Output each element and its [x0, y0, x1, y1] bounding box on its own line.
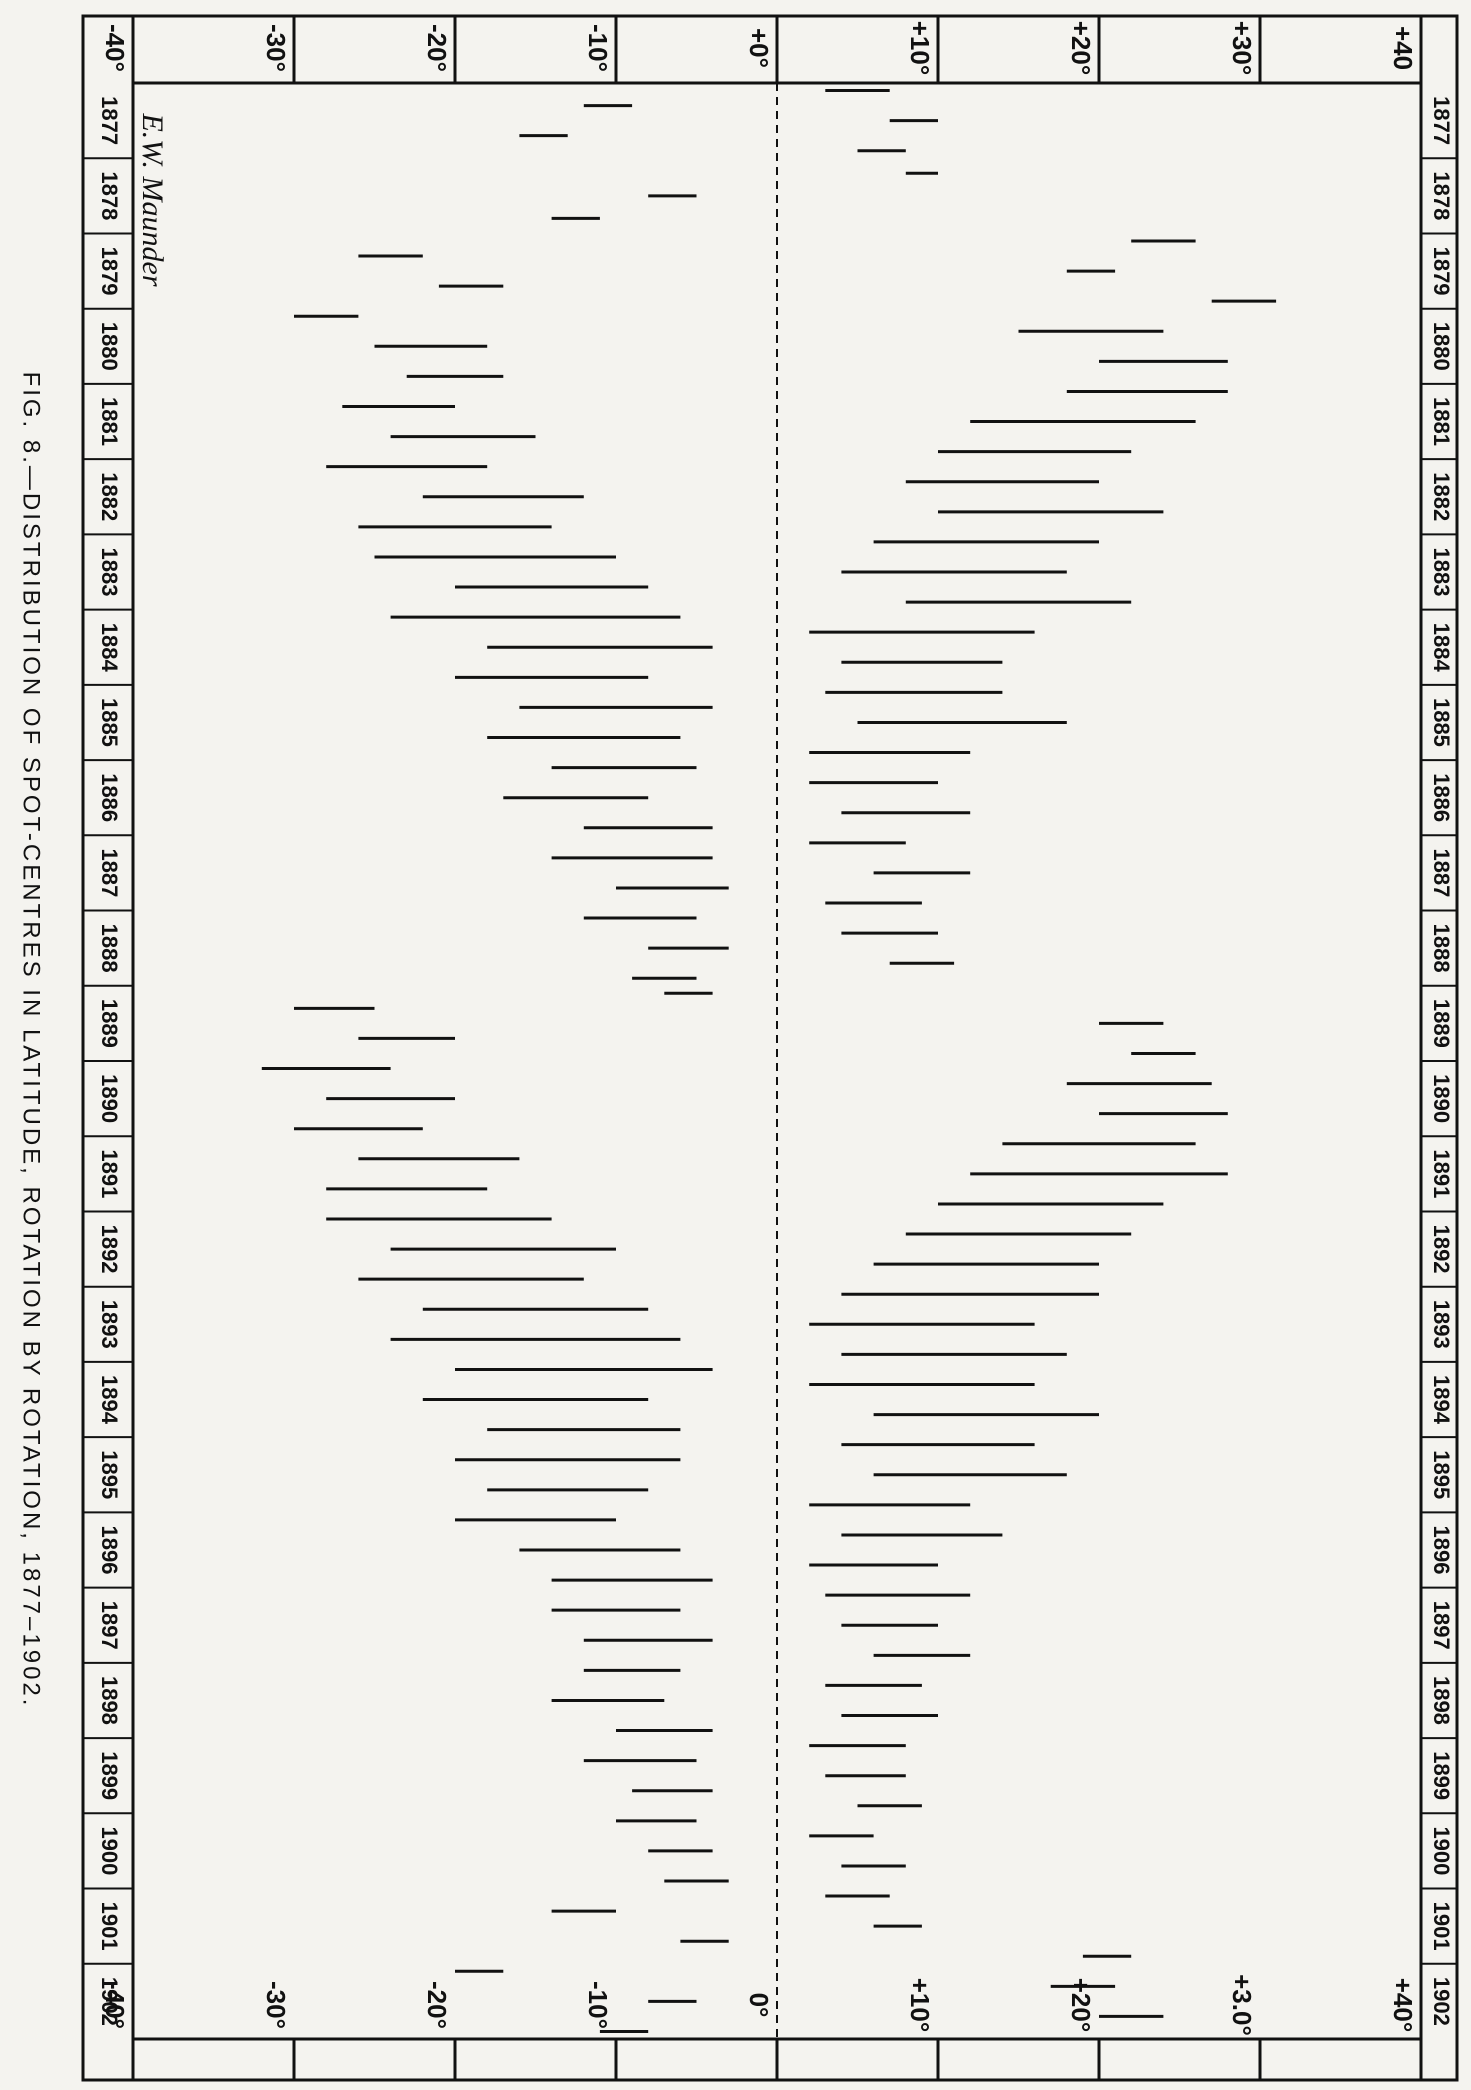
x-tick-label: 1897 — [97, 1601, 122, 1650]
y2-tick-label: -10° — [583, 1981, 613, 2029]
x-tick-label: 1902 — [97, 1977, 122, 2026]
y2-tick-label: 0° — [744, 1993, 774, 2018]
x-tick-label: 1892 — [97, 1225, 122, 1274]
x-tick-label: 1893 — [1429, 1300, 1454, 1349]
x-tick-label: 1894 — [1429, 1375, 1454, 1425]
x-tick-label: 1899 — [1429, 1751, 1454, 1800]
y-tick-label: -40° — [100, 24, 130, 72]
x-tick-label: 1880 — [1429, 322, 1454, 371]
x-tick-label: 1887 — [97, 848, 122, 897]
x-tick-label: 1900 — [97, 1826, 122, 1875]
x-tick-label: 1884 — [1429, 623, 1454, 673]
plot-frame — [131, 81, 1423, 2041]
x-tick-label: 1882 — [97, 472, 122, 521]
x-tick-label: 1898 — [1429, 1676, 1454, 1725]
x-tick-label: 1877 — [1429, 96, 1454, 145]
y2-tick-label: +10° — [905, 1978, 935, 2033]
y-tick-label: +30° — [1227, 21, 1257, 76]
y-tick-label: +0° — [744, 28, 774, 68]
x-tick-label: 1881 — [1429, 397, 1454, 446]
x-tick-label: 1888 — [97, 924, 122, 973]
x-tick-label: 1881 — [97, 397, 122, 446]
x-tick-label: 1895 — [1429, 1450, 1454, 1499]
x-tick-label: 1887 — [1429, 848, 1454, 897]
x-tick-label: 1897 — [1429, 1601, 1454, 1650]
x-tick-label: 1877 — [97, 96, 122, 145]
x-tick-label: 1878 — [97, 171, 122, 220]
x-tick-label: 1890 — [1429, 1074, 1454, 1123]
x-tick-label: 1886 — [1429, 773, 1454, 822]
x-tick-label: 1885 — [97, 698, 122, 747]
x-tick-label: 1895 — [97, 1450, 122, 1499]
x-tick-label: 1882 — [1429, 472, 1454, 521]
x-tick-label: 1890 — [97, 1074, 122, 1123]
caption: FIG. 8.—DISTRIBUTION OF SPOT-CENTRES IN … — [18, 372, 45, 1709]
x-tick-label: 1888 — [1429, 924, 1454, 973]
x-tick-label: 1879 — [1429, 247, 1454, 296]
y2-tick-label: -20° — [422, 1981, 452, 2029]
x-tick-label: 1883 — [97, 548, 122, 597]
y-tick-label: +20° — [1066, 21, 1096, 76]
x-tick-label: 1896 — [1429, 1526, 1454, 1575]
x-tick-label: 1883 — [1429, 548, 1454, 597]
y-tick-label: +40 — [1388, 26, 1418, 70]
frame — [81, 14, 1459, 2082]
x-tick-label: 1896 — [97, 1526, 122, 1575]
y2-tick-label: +3.0° — [1227, 1974, 1257, 2036]
y-tick-label: -30° — [261, 24, 291, 72]
x-tick-label: 1885 — [1429, 698, 1454, 747]
y-tick-label: -20° — [422, 24, 452, 72]
x-tick-label: 1902 — [1429, 1977, 1454, 2026]
x-tick-label: 1884 — [97, 623, 122, 673]
x-tick-label: 1886 — [97, 773, 122, 822]
y-tick-label: -10° — [583, 24, 613, 72]
x-tick-label: 1900 — [1429, 1826, 1454, 1875]
x-tick-label: 1889 — [1429, 999, 1454, 1048]
x-tick-label: 1899 — [97, 1751, 122, 1800]
y-tick-label: +10° — [905, 21, 935, 76]
x-tick-label: 1894 — [97, 1375, 122, 1425]
x-tick-label: 1893 — [97, 1300, 122, 1349]
x-tick-label: 1879 — [97, 247, 122, 296]
x-tick-label: 1889 — [97, 999, 122, 1048]
x-tick-label: 1878 — [1429, 171, 1454, 220]
x-tick-label: 1898 — [97, 1676, 122, 1725]
signature: E.W. Maunder — [136, 112, 169, 286]
x-tick-label: 1901 — [97, 1902, 122, 1951]
y2-tick-label: -40° — [100, 1981, 130, 2029]
y2-tick-label: +40° — [1388, 1978, 1418, 2033]
x-tick-label: 1901 — [1429, 1902, 1454, 1951]
y2-tick-label: -30° — [261, 1981, 291, 2029]
x-tick-label: 1891 — [1429, 1149, 1454, 1198]
x-tick-label: 1880 — [97, 322, 122, 371]
x-tick-label: 1892 — [1429, 1225, 1454, 1274]
x-tick-label: 1891 — [97, 1149, 122, 1198]
